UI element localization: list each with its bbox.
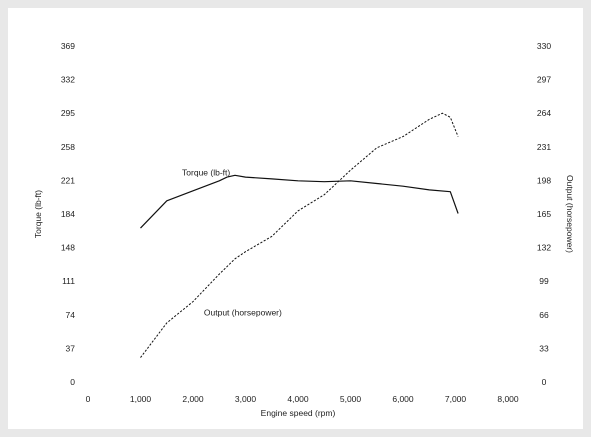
y-axis-right-label: Output (horsepower): [565, 175, 575, 253]
y-right-tick-label: 33: [539, 343, 549, 353]
x-tick-label: 3,000: [235, 394, 257, 404]
output-horsepower-line: [140, 112, 459, 358]
y-right-tick-label: 99: [539, 276, 549, 286]
x-tick-label: 1,000: [130, 394, 152, 404]
y-left-tick-label: 369: [61, 41, 75, 51]
y-left-tick-label: 37: [66, 343, 76, 353]
y-left-tick-label: 332: [61, 75, 75, 85]
y-left-tick-label: 0: [70, 377, 75, 387]
x-tick-label: 4,000: [287, 394, 309, 404]
y-right-tick-label: 165: [537, 209, 551, 219]
chart-panel: 0 1,000 2,000 3,000 4,000 5,000 6,000 7,000 8,00…: [8, 8, 583, 429]
y-left-tick-label: 74: [66, 310, 76, 320]
annotation-output: Output (horsepower): [204, 308, 282, 318]
x-tick-label: 7,000: [445, 394, 467, 404]
x-tick-label: 8,000: [497, 394, 519, 404]
x-tick-label: 2,000: [182, 394, 204, 404]
y-left-tick-label: 221: [61, 175, 75, 185]
torque-line: [140, 174, 459, 229]
y-left-tick-label: 148: [61, 243, 75, 253]
annotation-torque: Torque (lb-ft): [182, 167, 230, 177]
y-right-tick-label: 297: [537, 75, 551, 85]
engine-performance-chart: 0 1,000 2,000 3,000 4,000 5,000 6,000 7,000 8,00…: [33, 41, 575, 418]
y-right-tick-label: 231: [537, 142, 551, 152]
x-tick-label: 5,000: [340, 394, 362, 404]
x-tick-label: 6,000: [392, 394, 414, 404]
x-axis-label: Engine speed (rpm): [261, 408, 336, 418]
y-right-tick-label: 0: [542, 377, 547, 387]
y-right-tick-label: 198: [537, 175, 551, 185]
y-right-tick-label: 66: [539, 310, 549, 320]
y-left-tick-label: 295: [61, 108, 75, 118]
y-left-tick-label: 258: [61, 142, 75, 152]
x-tick-label: 0: [86, 394, 91, 404]
y-right-tick-label: 264: [537, 108, 551, 118]
y-right-tick-label: 132: [537, 243, 551, 253]
y-left-tick-label: 111: [62, 276, 75, 286]
y-right-tick-label: 330: [537, 41, 551, 51]
y-left-tick-label: 184: [61, 209, 75, 219]
y-axis-left-label: Torque (lb-ft): [33, 190, 43, 238]
